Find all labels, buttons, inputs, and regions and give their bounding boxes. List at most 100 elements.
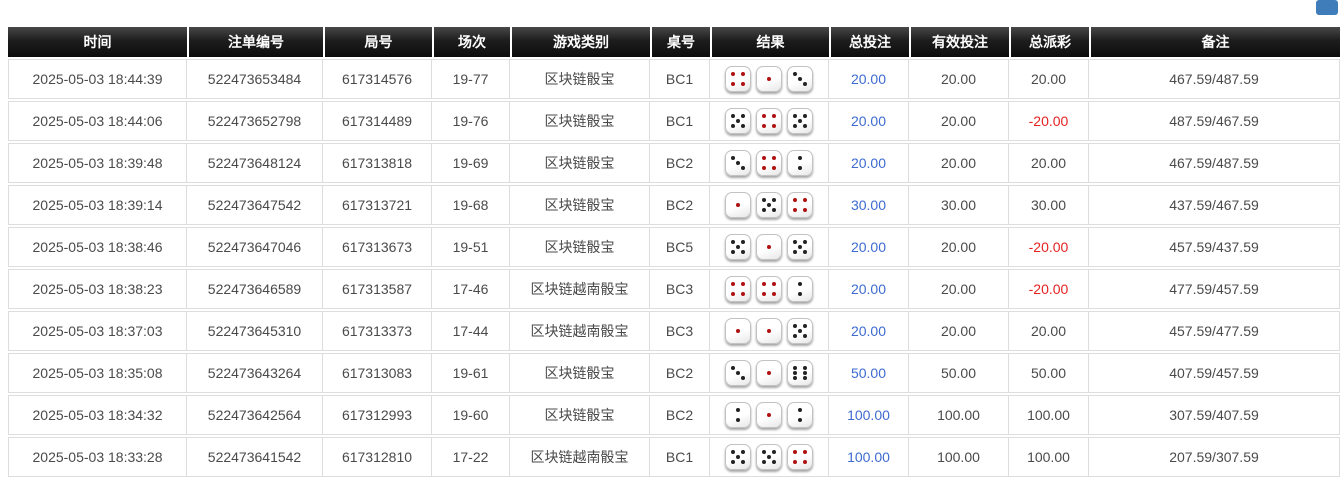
- die-5-icon: [787, 234, 813, 260]
- total-bet-link[interactable]: 20.00: [829, 269, 909, 309]
- corner-button[interactable]: [1316, 0, 1338, 15]
- total-bet-link[interactable]: 20.00: [829, 101, 909, 141]
- column-header-session: 场次: [432, 27, 510, 57]
- record-row: 2025-05-03 18:38:46 522473647046 617313673…: [8, 227, 1340, 267]
- result-cell: [710, 311, 829, 351]
- die-1-icon: [756, 360, 782, 386]
- bet-id-cell: 522473648124: [187, 143, 323, 183]
- die-5-icon: [725, 234, 751, 260]
- column-header-time: 时间: [8, 27, 187, 57]
- game-type-cell: 区块链越南骰宝: [510, 437, 650, 477]
- column-header-bet-id: 注单编号: [187, 27, 323, 57]
- remark-cell: 487.59/467.59: [1089, 101, 1340, 141]
- total-bet-link[interactable]: 30.00: [829, 185, 909, 225]
- round-id-cell: 617313587: [323, 269, 432, 309]
- table-no-cell: BC3: [650, 311, 710, 351]
- record-row: 2025-05-03 18:37:03 522473645310 617313373…: [8, 311, 1340, 351]
- session-cell: 17-44: [432, 311, 510, 351]
- payout-cell: 30.00: [1009, 185, 1089, 225]
- payout-cell: 100.00: [1009, 437, 1089, 477]
- payout-cell: 20.00: [1009, 311, 1089, 351]
- die-6-icon: [787, 360, 813, 386]
- die-2-icon: [787, 150, 813, 176]
- total-bet-link[interactable]: 50.00: [829, 353, 909, 393]
- column-header-total-bet: 总投注: [829, 27, 909, 57]
- column-header-valid-bet: 有效投注: [909, 27, 1009, 57]
- die-5-icon: [725, 108, 751, 134]
- dice-result: [710, 318, 828, 344]
- dice-result: [710, 360, 828, 386]
- die-2-icon: [787, 276, 813, 302]
- valid-bet-cell: 20.00: [909, 101, 1009, 141]
- session-cell: 19-51: [432, 227, 510, 267]
- valid-bet-cell: 20.00: [909, 269, 1009, 309]
- round-id-cell: 617313373: [323, 311, 432, 351]
- die-2-icon: [787, 402, 813, 428]
- dice-result: [710, 276, 828, 302]
- valid-bet-cell: 50.00: [909, 353, 1009, 393]
- bet-id-cell: 522473641542: [187, 437, 323, 477]
- die-4-icon: [756, 108, 782, 134]
- valid-bet-cell: 20.00: [909, 59, 1009, 99]
- die-3-icon: [787, 66, 813, 92]
- table-no-cell: BC2: [650, 185, 710, 225]
- dice-result: [710, 402, 828, 428]
- bet-id-cell: 522473643264: [187, 353, 323, 393]
- record-row: 2025-05-03 18:38:23 522473646589 617313587…: [8, 269, 1340, 309]
- die-5-icon: [787, 108, 813, 134]
- die-4-icon: [725, 276, 751, 302]
- die-1-icon: [756, 66, 782, 92]
- game-type-cell: 区块链骰宝: [510, 227, 650, 267]
- total-bet-link[interactable]: 20.00: [829, 227, 909, 267]
- total-bet-link[interactable]: 20.00: [829, 143, 909, 183]
- remark-cell: 457.59/437.59: [1089, 227, 1340, 267]
- round-id-cell: 617313721: [323, 185, 432, 225]
- time-cell: 2025-05-03 18:39:48: [8, 143, 187, 183]
- payout-cell: 20.00: [1009, 59, 1089, 99]
- game-type-cell: 区块链越南骰宝: [510, 269, 650, 309]
- round-id-cell: 617312810: [323, 437, 432, 477]
- die-5-icon: [756, 444, 782, 470]
- die-5-icon: [756, 192, 782, 218]
- die-1-icon: [725, 192, 751, 218]
- total-bet-link[interactable]: 20.00: [829, 311, 909, 351]
- column-header-round-id: 局号: [323, 27, 432, 57]
- valid-bet-cell: 30.00: [909, 185, 1009, 225]
- remark-cell: 307.59/407.59: [1089, 395, 1340, 435]
- session-cell: 17-22: [432, 437, 510, 477]
- round-id-cell: 617312993: [323, 395, 432, 435]
- result-cell: [710, 143, 829, 183]
- total-bet-link[interactable]: 20.00: [829, 59, 909, 99]
- payout-cell: 100.00: [1009, 395, 1089, 435]
- die-4-icon: [756, 276, 782, 302]
- record-row: 2025-05-03 18:34:32 522473642564 617312993…: [8, 395, 1340, 435]
- result-cell: [710, 269, 829, 309]
- time-cell: 2025-05-03 18:33:28: [8, 437, 187, 477]
- record-row: 2025-05-03 18:33:28 522473641542 617312810…: [8, 437, 1340, 477]
- time-cell: 2025-05-03 18:39:14: [8, 185, 187, 225]
- die-1-icon: [756, 234, 782, 260]
- die-1-icon: [756, 318, 782, 344]
- dice-result: [710, 150, 828, 176]
- column-header-remark: 备注: [1089, 27, 1340, 57]
- bet-records-table: 时间 注单编号 局号 场次 游戏类别 桌号 结果 总投注 有效投注 总派彩 备注 2025-05-0…: [8, 25, 1340, 477]
- die-1-icon: [725, 318, 751, 344]
- total-bet-link[interactable]: 100.00: [829, 437, 909, 477]
- round-id-cell: 617313673: [323, 227, 432, 267]
- table-body: 2025-05-03 18:44:39 522473653484 617314576…: [8, 59, 1340, 477]
- time-cell: 2025-05-03 18:35:08: [8, 353, 187, 393]
- record-row: 2025-05-03 18:39:14 522473647542 617313721…: [8, 185, 1340, 225]
- remark-cell: 207.59/307.59: [1089, 437, 1340, 477]
- table-no-cell: BC1: [650, 437, 710, 477]
- game-type-cell: 区块链越南骰宝: [510, 311, 650, 351]
- column-header-payout: 总派彩: [1009, 27, 1089, 57]
- table-no-cell: BC5: [650, 227, 710, 267]
- result-cell: [710, 437, 829, 477]
- valid-bet-cell: 100.00: [909, 437, 1009, 477]
- total-bet-link[interactable]: 100.00: [829, 395, 909, 435]
- table-header: 时间 注单编号 局号 场次 游戏类别 桌号 结果 总投注 有效投注 总派彩 备注: [8, 27, 1340, 57]
- session-cell: 19-76: [432, 101, 510, 141]
- dice-result: [710, 108, 828, 134]
- bet-id-cell: 522473652798: [187, 101, 323, 141]
- table-no-cell: BC3: [650, 269, 710, 309]
